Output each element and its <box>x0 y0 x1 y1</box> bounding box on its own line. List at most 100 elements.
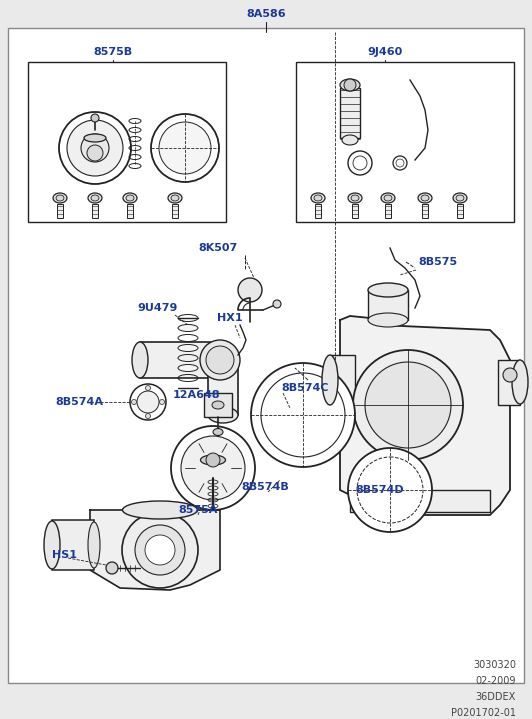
Ellipse shape <box>418 193 432 203</box>
Circle shape <box>396 159 404 167</box>
Circle shape <box>145 535 175 565</box>
Circle shape <box>145 385 151 390</box>
Bar <box>368 290 408 320</box>
Ellipse shape <box>88 522 100 568</box>
Circle shape <box>91 114 99 122</box>
Bar <box>92 204 98 218</box>
Text: 36DDEX: 36DDEX <box>476 692 516 702</box>
Circle shape <box>122 512 198 588</box>
Bar <box>208 360 238 415</box>
Ellipse shape <box>168 193 182 203</box>
Text: 9J460: 9J460 <box>368 47 403 57</box>
Text: 8B574D: 8B574D <box>355 485 404 495</box>
Circle shape <box>159 122 211 174</box>
Bar <box>498 360 520 405</box>
Ellipse shape <box>132 342 148 378</box>
Bar <box>57 204 63 218</box>
Ellipse shape <box>53 193 67 203</box>
Circle shape <box>145 413 151 418</box>
Text: 8575A: 8575A <box>178 505 218 515</box>
Ellipse shape <box>178 344 198 352</box>
Text: 8B575: 8B575 <box>418 257 457 267</box>
Ellipse shape <box>348 193 362 203</box>
Ellipse shape <box>384 195 392 201</box>
Circle shape <box>131 400 137 405</box>
Ellipse shape <box>91 195 99 201</box>
Bar <box>340 88 360 138</box>
Text: HS1: HS1 <box>52 550 77 560</box>
Circle shape <box>261 373 345 457</box>
Ellipse shape <box>208 352 238 368</box>
Circle shape <box>137 391 159 413</box>
Text: 8B574C: 8B574C <box>281 383 328 393</box>
Bar <box>352 204 358 218</box>
Ellipse shape <box>178 324 198 331</box>
Ellipse shape <box>171 195 179 201</box>
Bar <box>315 204 321 218</box>
Circle shape <box>251 363 355 467</box>
Circle shape <box>106 562 118 574</box>
Circle shape <box>206 453 220 467</box>
Circle shape <box>353 350 463 460</box>
Circle shape <box>160 400 164 405</box>
Ellipse shape <box>311 193 325 203</box>
Bar <box>422 204 428 218</box>
Circle shape <box>181 436 245 500</box>
Circle shape <box>348 151 372 175</box>
Ellipse shape <box>56 195 64 201</box>
Ellipse shape <box>84 134 106 142</box>
Bar <box>296 62 514 222</box>
Circle shape <box>206 346 234 374</box>
Bar <box>204 393 232 417</box>
Ellipse shape <box>44 521 60 569</box>
Bar <box>140 342 220 378</box>
Ellipse shape <box>342 135 358 145</box>
Ellipse shape <box>368 313 408 327</box>
Circle shape <box>200 340 240 380</box>
Circle shape <box>81 134 109 162</box>
Ellipse shape <box>123 193 137 203</box>
Circle shape <box>151 114 219 182</box>
Ellipse shape <box>212 401 224 409</box>
Ellipse shape <box>212 342 228 378</box>
Ellipse shape <box>122 501 197 519</box>
Text: 9U479: 9U479 <box>138 303 178 313</box>
Ellipse shape <box>512 360 528 404</box>
Text: 8B574B: 8B574B <box>241 482 289 492</box>
Circle shape <box>273 300 281 308</box>
Circle shape <box>87 145 103 161</box>
Ellipse shape <box>368 283 408 297</box>
Bar <box>330 355 355 405</box>
Ellipse shape <box>453 193 467 203</box>
Text: 8A586: 8A586 <box>246 9 286 19</box>
Text: 12A648: 12A648 <box>172 390 220 400</box>
Ellipse shape <box>314 195 322 201</box>
Circle shape <box>348 448 432 532</box>
Bar <box>457 204 463 218</box>
Circle shape <box>353 156 367 170</box>
Text: 8K507: 8K507 <box>198 243 238 253</box>
Circle shape <box>365 362 451 448</box>
Ellipse shape <box>340 79 360 91</box>
Text: 02-2009: 02-2009 <box>476 676 516 686</box>
Bar <box>385 204 391 218</box>
Circle shape <box>393 156 407 170</box>
Text: 8B574A: 8B574A <box>55 397 103 407</box>
Ellipse shape <box>88 193 102 203</box>
Ellipse shape <box>381 193 395 203</box>
Ellipse shape <box>456 195 464 201</box>
Circle shape <box>67 120 123 176</box>
Bar <box>172 204 178 218</box>
Bar <box>127 204 133 218</box>
Text: 8575B: 8575B <box>94 47 132 57</box>
Circle shape <box>171 426 255 510</box>
Ellipse shape <box>201 455 226 465</box>
Ellipse shape <box>208 407 238 423</box>
Bar <box>350 490 490 512</box>
Circle shape <box>135 525 185 575</box>
Ellipse shape <box>178 365 198 372</box>
Circle shape <box>357 457 423 523</box>
Text: 3030320: 3030320 <box>473 660 516 670</box>
Circle shape <box>344 79 356 91</box>
Polygon shape <box>90 510 220 590</box>
